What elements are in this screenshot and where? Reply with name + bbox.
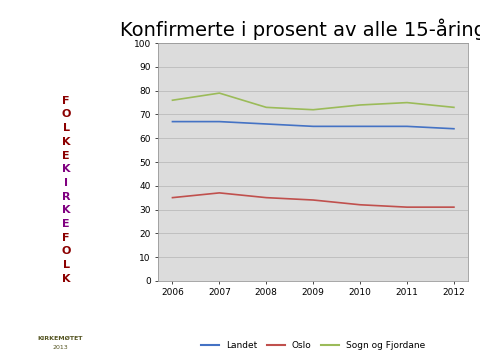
Sogn og Fjordane [169, 98, 175, 102]
Oslo [404, 205, 410, 209]
Line: Landet: Landet [172, 122, 454, 129]
Text: K: K [62, 164, 70, 174]
Text: K: K [62, 137, 70, 147]
Text: R: R [62, 192, 70, 202]
Line: Sogn og Fjordane: Sogn og Fjordane [172, 93, 454, 110]
Text: L: L [62, 123, 70, 133]
Sogn og Fjordane [404, 100, 410, 105]
Text: 2013: 2013 [52, 345, 68, 350]
Landet [357, 124, 363, 129]
Text: F: F [62, 233, 70, 243]
Oslo [310, 198, 316, 202]
Sogn og Fjordane [451, 105, 457, 109]
Line: Oslo: Oslo [172, 193, 454, 207]
Oslo [357, 203, 363, 207]
Sogn og Fjordane [310, 108, 316, 112]
Legend: Landet, Oslo, Sogn og Fjordane: Landet, Oslo, Sogn og Fjordane [197, 338, 429, 354]
Text: O: O [61, 109, 71, 120]
Oslo [264, 195, 269, 200]
Landet [310, 124, 316, 129]
Text: K: K [62, 274, 70, 284]
Landet [264, 122, 269, 126]
Text: E: E [62, 150, 70, 161]
Sogn og Fjordane [264, 105, 269, 109]
Oslo [451, 205, 457, 209]
Oslo [216, 191, 222, 195]
Sogn og Fjordane [216, 91, 222, 95]
Oslo [169, 195, 175, 200]
Landet [216, 120, 222, 124]
Landet [451, 127, 457, 131]
Sogn og Fjordane [357, 103, 363, 107]
Text: K: K [62, 205, 70, 215]
Text: I: I [64, 178, 68, 188]
Landet [169, 120, 175, 124]
Text: F: F [62, 96, 70, 106]
Text: Konfirmerte i prosent av alle 15-åringer: Konfirmerte i prosent av alle 15-åringer [120, 18, 480, 40]
Text: KIRKEMØTET: KIRKEMØTET [37, 336, 83, 341]
Text: O: O [61, 246, 71, 256]
Landet [404, 124, 410, 129]
Text: E: E [62, 219, 70, 229]
Text: L: L [62, 260, 70, 270]
